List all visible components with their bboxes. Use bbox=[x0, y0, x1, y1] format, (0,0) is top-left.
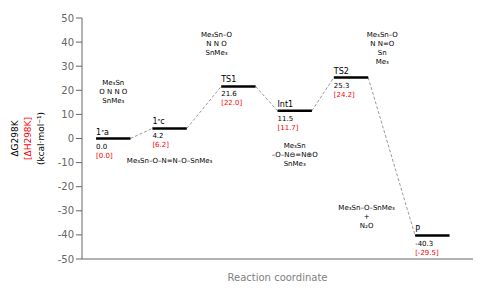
svg-text:50: 50 bbox=[61, 13, 74, 24]
svg-text:+: + bbox=[364, 213, 370, 221]
svg-text:TS2: TS2 bbox=[333, 67, 349, 76]
svg-text:Me₃Sn–O–N=N–O–SnMe₃: Me₃Sn–O–N=N–O–SnMe₃ bbox=[127, 157, 213, 165]
svg-text:Me₃Sn: Me₃Sn bbox=[102, 79, 124, 87]
svg-text:4.2: 4.2 bbox=[152, 132, 163, 140]
svg-text:TS1: TS1 bbox=[220, 75, 236, 84]
svg-text:[22.0]: [22.0] bbox=[221, 99, 242, 107]
svg-text:Me₃: Me₃ bbox=[376, 58, 389, 66]
svg-text:[6.2]: [6.2] bbox=[152, 141, 169, 149]
svg-text:Me₃Sn: Me₃Sn bbox=[284, 142, 306, 150]
svg-text:[0.0]: [0.0] bbox=[96, 152, 113, 160]
svg-text:Reaction coordinate: Reaction coordinate bbox=[228, 272, 328, 283]
svg-text:Int1: Int1 bbox=[278, 100, 294, 109]
svg-text:Me₃Sn–O: Me₃Sn–O bbox=[367, 31, 399, 39]
svg-text:O N N O: O N N O bbox=[99, 88, 128, 96]
svg-text:ΔG298K: ΔG298K bbox=[10, 119, 20, 156]
svg-text:[11.7]: [11.7] bbox=[278, 124, 299, 132]
svg-text:Sn: Sn bbox=[378, 49, 387, 57]
svg-text:N N=O: N N=O bbox=[370, 40, 395, 48]
svg-text:-10: -10 bbox=[58, 157, 74, 168]
svg-text:20: 20 bbox=[61, 85, 74, 96]
svg-text:–O–N⊖=N⊕O: –O–N⊖=N⊕O bbox=[272, 151, 319, 159]
svg-text:40: 40 bbox=[61, 37, 74, 48]
svg-text:10: 10 bbox=[61, 109, 74, 120]
svg-text:[ΔH298K]: [ΔH298K] bbox=[23, 117, 33, 160]
svg-text:30: 30 bbox=[61, 61, 74, 72]
svg-text:SnMe₃: SnMe₃ bbox=[284, 160, 306, 168]
svg-text:Me₃Sn–O: Me₃Sn–O bbox=[201, 31, 233, 39]
svg-text:21.6: 21.6 bbox=[221, 90, 237, 98]
svg-text:25.3: 25.3 bbox=[334, 82, 350, 90]
svg-text:-20: -20 bbox=[58, 181, 74, 192]
svg-text:1ᵌa: 1ᵌa bbox=[96, 128, 109, 137]
svg-text:N N O: N N O bbox=[206, 40, 227, 48]
svg-text:-40: -40 bbox=[58, 229, 74, 240]
svg-text:N₂O: N₂O bbox=[360, 222, 374, 230]
svg-text:-40.3: -40.3 bbox=[415, 240, 433, 248]
svg-text:-30: -30 bbox=[58, 205, 74, 216]
svg-text:SnMe₃: SnMe₃ bbox=[102, 97, 124, 105]
svg-text:-50: -50 bbox=[58, 254, 74, 265]
svg-text:(kcal·mol⁻¹): (kcal·mol⁻¹) bbox=[36, 112, 46, 165]
svg-text:0.0: 0.0 bbox=[96, 143, 107, 151]
svg-text:P: P bbox=[415, 225, 420, 234]
svg-text:[-29.5]: [-29.5] bbox=[415, 249, 439, 257]
svg-text:Me₃Sn–O–SnMe₃: Me₃Sn–O–SnMe₃ bbox=[338, 204, 395, 212]
svg-text:11.5: 11.5 bbox=[278, 115, 294, 123]
svg-text:SnMe₃: SnMe₃ bbox=[205, 49, 227, 57]
svg-text:0: 0 bbox=[68, 133, 74, 144]
svg-text:[24.2]: [24.2] bbox=[334, 91, 355, 99]
svg-text:1ᵌc: 1ᵌc bbox=[152, 117, 164, 126]
